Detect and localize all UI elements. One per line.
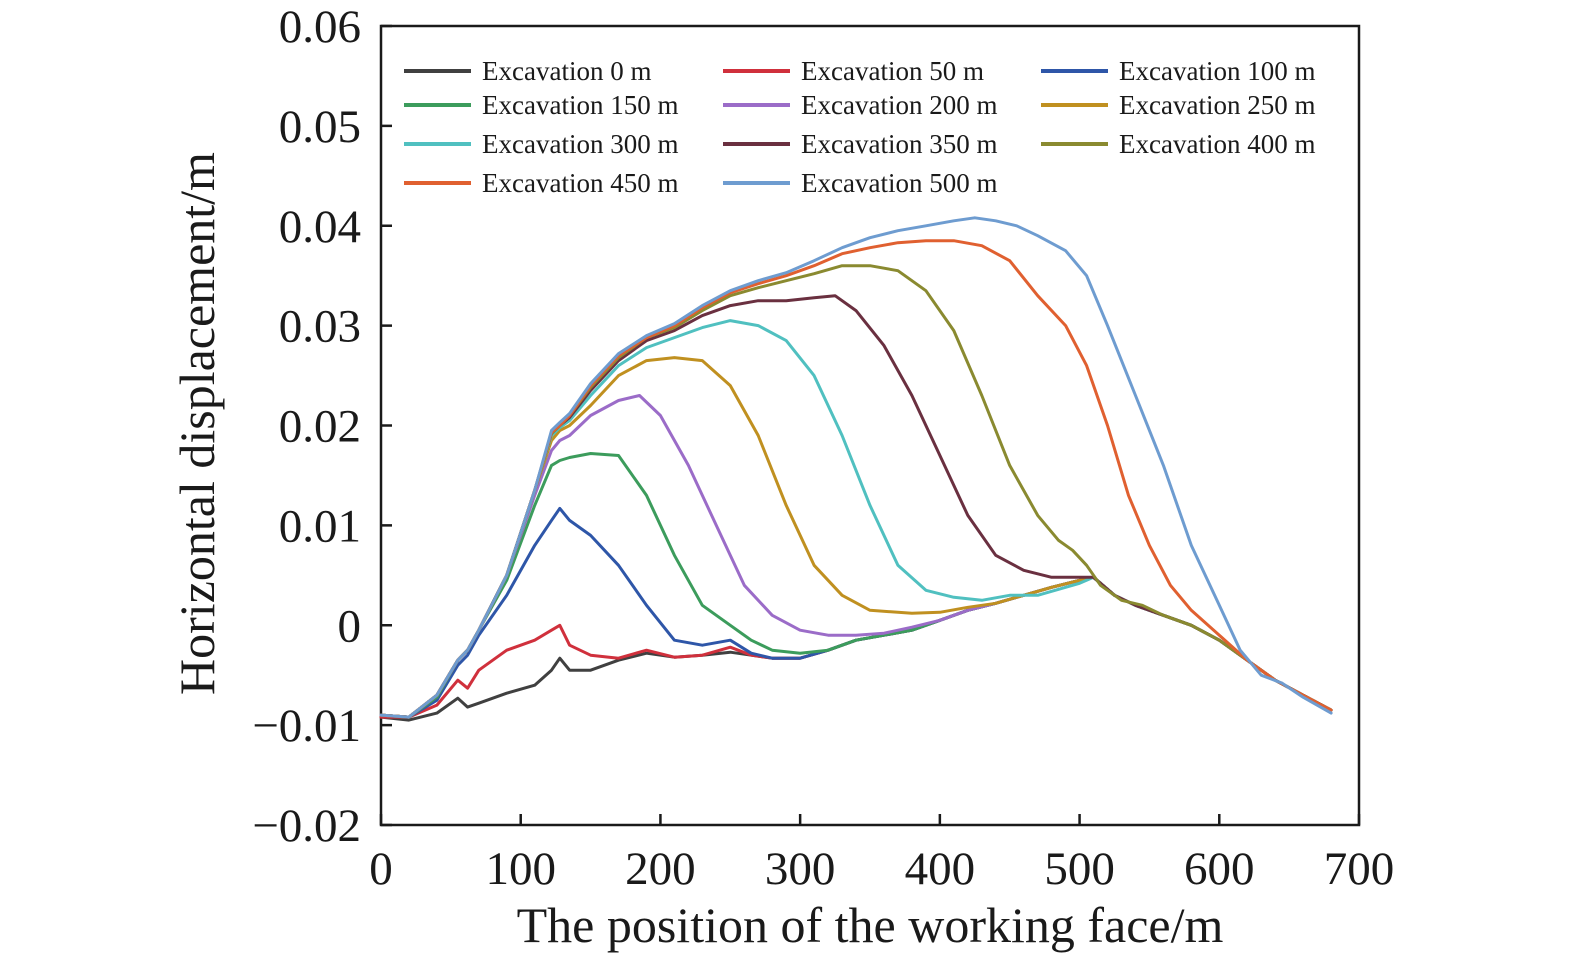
series-line-8 [379, 264, 1333, 719]
y-tick-label: 0.06 [279, 1, 361, 53]
series-line-1 [379, 575, 1333, 719]
legend-label-9: Excavation 450 m [482, 168, 678, 198]
series-line-0 [379, 575, 1333, 722]
series-line-6 [379, 319, 1333, 719]
legend-label-2: Excavation 100 m [1119, 56, 1315, 86]
y-tick-label: 0.03 [279, 301, 361, 353]
series-line-10 [379, 216, 1333, 719]
y-tick-label: 0.05 [279, 101, 361, 153]
x-tick-label: 200 [625, 843, 696, 895]
x-tick-label: 300 [765, 843, 836, 895]
x-tick-label: 0 [369, 843, 393, 895]
y-tick-label: 0.01 [279, 500, 361, 552]
legend-label-1: Excavation 50 m [801, 56, 984, 86]
y-tick-label: −0.02 [252, 800, 361, 852]
x-tick-label: 100 [485, 843, 556, 895]
legend-label-3: Excavation 150 m [482, 90, 678, 120]
legend-label-4: Excavation 200 m [801, 90, 997, 120]
x-tick-label: 400 [905, 843, 976, 895]
legend-label-5: Excavation 250 m [1119, 90, 1315, 120]
legend-label-10: Excavation 500 m [801, 168, 997, 198]
x-tick-label: 600 [1184, 843, 1255, 895]
legend: Excavation 0 m Excavation 50 m Excavation … [404, 56, 1315, 198]
x-tick-label: 700 [1324, 843, 1395, 895]
ticks-layer: 0 100 200 300 400 500 600 700 −0.02 −0.01 0 0.01 0.0… [252, 1, 1394, 895]
series-line-3 [379, 452, 1333, 719]
x-axis-label: The position of the working face/m [517, 897, 1224, 953]
series-layer [379, 216, 1333, 722]
series-line-4 [379, 394, 1333, 719]
y-tick-label: 0.04 [279, 201, 361, 253]
y-tick-label: 0.02 [279, 401, 361, 453]
legend-label-6: Excavation 300 m [482, 129, 678, 159]
series-line-7 [379, 294, 1333, 719]
legend-label-8: Excavation 400 m [1119, 129, 1315, 159]
y-tick-label: −0.01 [252, 700, 361, 752]
legend-label-7: Excavation 350 m [801, 129, 997, 159]
y-axis-label: Horizontal displacement/m [169, 152, 225, 695]
legend-label-0: Excavation 0 m [482, 56, 651, 86]
x-tick-label: 500 [1044, 843, 1115, 895]
y-tick-label: 0 [338, 600, 362, 652]
